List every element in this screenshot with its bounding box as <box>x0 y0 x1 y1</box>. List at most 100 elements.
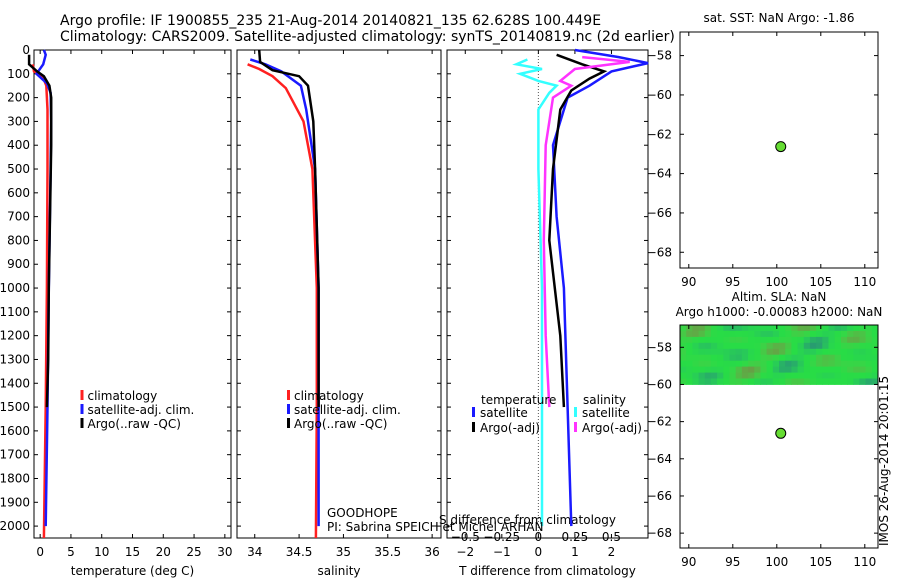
sla-field-cell <box>772 330 780 338</box>
sla-field-cell <box>809 330 817 338</box>
legend-swatch <box>80 404 84 414</box>
series-satellite-adj-clim- <box>249 58 320 527</box>
sla-field-cell <box>680 354 687 362</box>
sla-field-cell <box>791 372 799 379</box>
y-tick-label: 1700 <box>0 448 30 462</box>
y-tick-label: −68 <box>647 526 672 540</box>
y-tick-label: 1600 <box>0 424 30 438</box>
sla-field-cell <box>840 360 848 368</box>
sla-field-cell <box>828 360 836 368</box>
sla-field-cell <box>760 372 768 379</box>
sla-field-cell <box>834 342 842 350</box>
sla-field-cell <box>834 330 842 338</box>
sla-field-cell <box>828 366 836 373</box>
sla-field-cell <box>871 378 879 385</box>
sla-field-cell <box>828 348 836 356</box>
sla-field-cell <box>834 366 842 373</box>
sla-field-cell <box>785 348 792 356</box>
legend-swatch <box>472 422 475 432</box>
sst-map-panel: −58 −60 −62 −64 −66 −68 90 95 100 105 110 sat. SST:… <box>647 11 879 289</box>
sla-field-cell <box>748 378 755 385</box>
sla-field-cell <box>766 360 774 368</box>
salinity-panel: 34 34.5 35 35.5 36 salinity climatologysatelli… <box>236 49 442 578</box>
sla-field-cell <box>748 325 755 332</box>
x-axis-label: salinity <box>317 564 360 578</box>
sla-field-cell <box>698 330 706 338</box>
sla-field-cell <box>779 372 786 379</box>
y-tick-label: −68 <box>647 245 672 259</box>
sla-field-cell <box>723 348 730 356</box>
sla-field-cell <box>779 336 786 344</box>
sla-field-cell <box>735 378 743 385</box>
sla-field-cell <box>828 354 836 362</box>
y-tick-label: 600 <box>7 186 30 200</box>
y-tick-label: 1800 <box>0 471 30 485</box>
sla-field-cell <box>686 360 693 368</box>
sla-field-cell <box>680 336 687 344</box>
y-tick-label: 1900 <box>0 495 30 509</box>
sla-field-cell <box>686 348 693 356</box>
series-satellite <box>551 48 649 527</box>
legend-swatch <box>574 407 577 417</box>
sla-field-cell <box>680 378 687 385</box>
sla-field-cell <box>840 325 848 332</box>
sla-field-cell <box>816 360 823 368</box>
sla-field-cell <box>834 372 842 379</box>
sla-field-cell <box>847 372 854 379</box>
sla-field-cell <box>785 330 792 338</box>
sla-field-cell <box>704 342 712 350</box>
sla-field-cell <box>772 325 780 332</box>
axes-frame <box>679 31 879 269</box>
map-title: Altim. SLA: NaN <box>732 290 827 304</box>
sla-field-cell <box>717 372 724 379</box>
sla-field-cell <box>772 378 780 385</box>
sla-field-cell <box>779 378 786 385</box>
difference-panel: −2 −1 0 1 2−0.5 −0.25 0 0.25 0.5S difference fro… <box>439 48 649 578</box>
legend-swatch <box>80 418 84 428</box>
sla-field-cell <box>766 348 774 356</box>
sla-field-cell <box>723 360 730 368</box>
sla-field-cell <box>834 378 842 385</box>
x-tick-label: 105 <box>809 555 832 569</box>
sla-field-cell <box>729 366 737 373</box>
sla-field-cell <box>735 330 743 338</box>
x-tick-label: 36 <box>424 545 439 559</box>
sla-field-cell <box>859 348 867 356</box>
sla-field-cell <box>723 366 730 373</box>
sla-field-cell <box>741 342 749 350</box>
sla-field-cell <box>797 342 805 350</box>
sla-field-cell <box>847 366 854 373</box>
sla-field-cell <box>772 366 780 373</box>
program-label: GOODHOPE <box>327 506 398 520</box>
sla-field-cell <box>859 330 867 338</box>
sla-field-cell <box>741 348 749 356</box>
y-tick-label: 400 <box>7 138 30 152</box>
legend-entry: satellite <box>480 406 528 420</box>
sla-field-cell <box>717 330 724 338</box>
legend-entry: climatology <box>88 389 158 403</box>
sla-field-cell <box>760 336 768 344</box>
series-argo-raw-qc- <box>27 54 53 408</box>
sla-field-cell <box>871 348 879 356</box>
y-tick-label: 2000 <box>0 519 30 533</box>
sla-field-cell <box>735 336 743 344</box>
legend-swatch <box>287 404 290 414</box>
x-tick-label: 95 <box>725 555 740 569</box>
sla-field-cell <box>797 366 805 373</box>
sla-field-cell <box>797 330 805 338</box>
sla-field-cell <box>692 366 700 373</box>
x-tick-label-secondary: 0.5 <box>602 530 621 544</box>
sla-field-cell <box>834 354 842 362</box>
sla-field-cell <box>785 372 792 379</box>
sla-field-cell <box>766 372 774 379</box>
y-tick-label: 1100 <box>0 305 30 319</box>
sla-field-cell <box>760 354 768 362</box>
legend-entry: Argo(..raw -QC) <box>294 417 387 431</box>
sla-field-cell <box>840 354 848 362</box>
x-tick-label: 10 <box>94 545 109 559</box>
sla-field-cell <box>704 360 712 368</box>
sla-field-cell <box>822 336 829 344</box>
legend-swatch <box>574 422 577 432</box>
sla-field-cell <box>847 325 854 332</box>
sla-field-cell <box>686 372 693 379</box>
